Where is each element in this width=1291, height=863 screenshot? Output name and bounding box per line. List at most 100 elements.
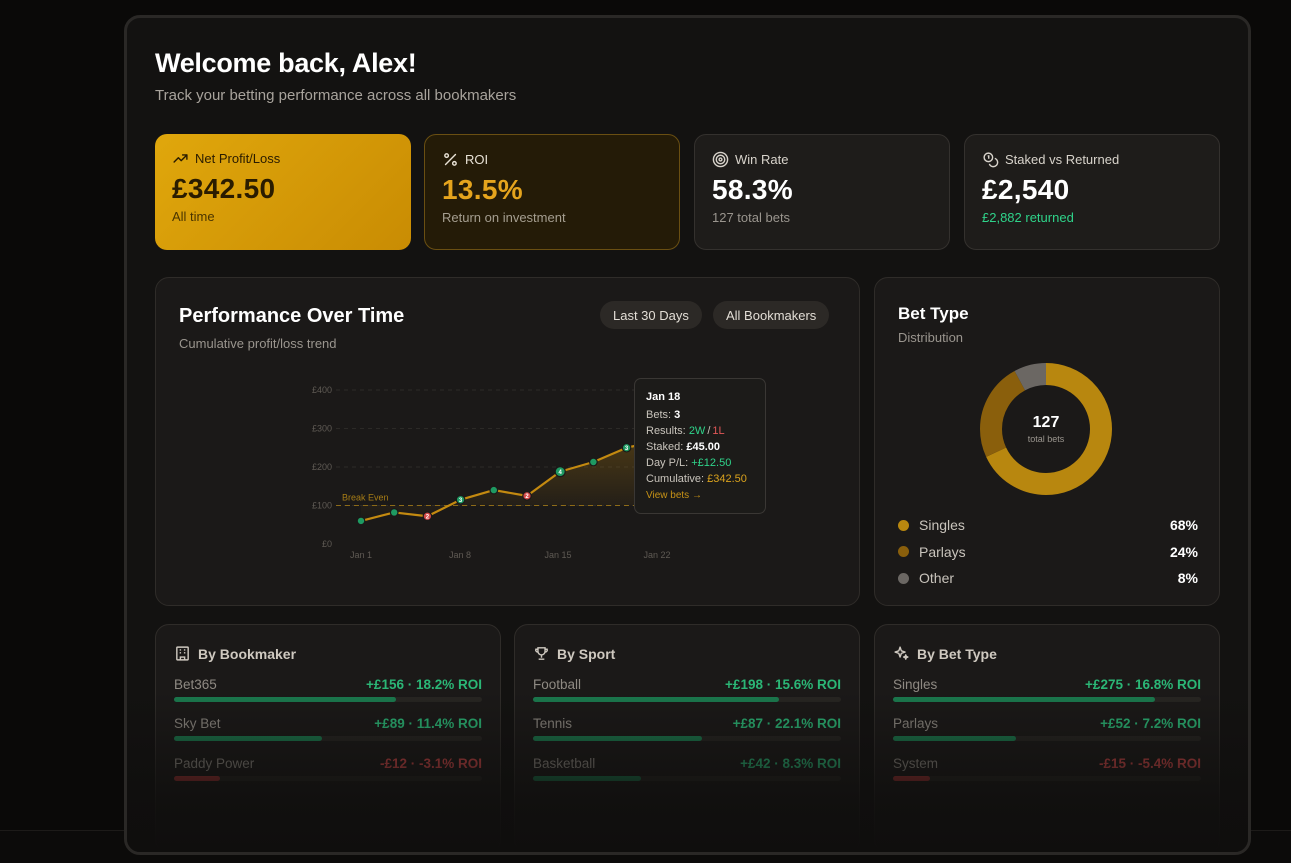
- returned-value: £2,882 returned: [982, 210, 1074, 225]
- tooltip-cumulative-value: £342.50: [707, 473, 747, 485]
- breakdown-row[interactable]: Basketball +£42 · 8.3% ROI: [533, 756, 841, 781]
- breakdown-bar-track: [533, 697, 841, 702]
- trophy-icon: [535, 647, 548, 660]
- legend-dot: [898, 519, 909, 531]
- legend-percent: 24%: [1169, 543, 1198, 560]
- dashboard-frame: Welcome back, Alex! Track your betting p…: [124, 15, 1251, 855]
- breakdown-bar-track: [533, 776, 841, 781]
- breakdown-stat: +£52 · 7.2% ROI: [1100, 716, 1201, 731]
- sparkles-icon: [894, 646, 909, 660]
- donut-slice[interactable]: [980, 363, 1112, 495]
- breakdown-name: Basketball: [533, 756, 596, 771]
- series-line: [360, 438, 661, 522]
- page-header: Welcome back, Alex! Track your betting p…: [155, 48, 516, 104]
- by-bet-type-title: By Bet Type: [893, 645, 997, 662]
- x-tick-label: Jan 1: [350, 550, 372, 560]
- donut-center: 127 total bets: [979, 362, 1113, 496]
- performance-chart[interactable]: 2 3 2 4 3 £400 £300 £200 £100 £0 Break Even Jan 1 J…: [156, 278, 861, 607]
- breakdown-stat: -£15 · -5.4% ROI: [1098, 756, 1201, 771]
- data-point[interactable]: [489, 485, 499, 495]
- data-point[interactable]: [389, 508, 399, 517]
- x-tick-label: Jan 22: [643, 550, 670, 560]
- breakdown-name: Bet365: [174, 677, 217, 692]
- breakdown-bar-fill: [533, 776, 641, 781]
- win-rate-card[interactable]: Win Rate 58.3% 127 total bets: [694, 134, 950, 250]
- breakdown-row-header: Parlays +£52 · 7.2% ROI: [893, 716, 1201, 731]
- breakdown-bar-fill: [533, 736, 703, 741]
- bet-type-legend: Singles 68% Parlays 24% Other 8%: [898, 512, 1198, 592]
- by-bookmaker-title: By Bookmaker: [174, 645, 296, 662]
- data-point[interactable]: [589, 457, 598, 467]
- breakdown-name: Sky Bet: [174, 716, 221, 731]
- breakdown-bar-track: [893, 776, 1201, 781]
- roi-label-row: ROI: [442, 151, 662, 168]
- data-point[interactable]: [621, 442, 632, 453]
- roi-value: 13.5%: [442, 174, 523, 205]
- view-bets-link[interactable]: View bets →: [646, 490, 702, 501]
- data-point[interactable]: [422, 511, 433, 522]
- staked-label: Staked vs Returned: [1005, 152, 1120, 167]
- breakdown-bar-track: [533, 736, 841, 741]
- data-point[interactable]: [554, 466, 566, 478]
- tooltip-results-sep: /: [707, 425, 711, 437]
- breakdown-row[interactable]: Tennis +£87 · 22.1% ROI: [533, 716, 841, 741]
- legend-label: Other: [919, 570, 955, 587]
- breakdown-name: System: [893, 756, 939, 771]
- trending-up-icon: [173, 154, 188, 163]
- breakdown-bar-track: [893, 697, 1201, 702]
- point-count-label: 3: [625, 446, 629, 452]
- donut-total-label: total bets: [1027, 434, 1065, 444]
- breakdown-row[interactable]: Parlays +£52 · 7.2% ROI: [893, 716, 1201, 741]
- breakdown-bar-track: [174, 736, 482, 741]
- coins-icon: [983, 152, 999, 168]
- area-fill: [361, 440, 660, 521]
- breakdown-row[interactable]: Paddy Power -£12 · -3.1% ROI: [174, 756, 482, 781]
- breakdown-row-header: Football +£198 · 15.6% ROI: [533, 677, 841, 692]
- breakdown-row-header: Bet365 +£156 · 18.2% ROI: [174, 677, 482, 692]
- legend-item: Parlays 24%: [898, 539, 1198, 566]
- legend-dot: [898, 572, 909, 584]
- breakdown-row[interactable]: Singles +£275 · 16.8% ROI: [893, 677, 1201, 702]
- tooltip-cumulative-label: Cumulative:: [646, 473, 705, 485]
- breakdown-bar-track: [893, 736, 1201, 741]
- bet-type-donut[interactable]: [979, 362, 1113, 496]
- breakdown-row[interactable]: Sky Bet +£89 · 11.4% ROI: [174, 716, 482, 741]
- data-point[interactable]: [455, 494, 466, 505]
- y-tick-label: £400: [312, 385, 332, 395]
- tooltip-losses: 1L: [712, 425, 725, 437]
- breakdown-row[interactable]: System -£15 · -5.4% ROI: [893, 756, 1201, 781]
- breakdown-bar-fill: [893, 736, 1017, 741]
- x-tick-label: Jan 8: [449, 550, 471, 560]
- legend-item: Singles 68%: [898, 512, 1198, 539]
- breakdown-bar-track: [174, 697, 482, 702]
- breakdown-name: Tennis: [533, 716, 573, 731]
- breakdown-stat: +£42 · 8.3% ROI: [740, 756, 841, 771]
- breakdown-row[interactable]: Bet365 +£156 · 18.2% ROI: [174, 677, 482, 702]
- data-point[interactable]: [356, 516, 366, 526]
- tooltip-results-label: Results:: [646, 425, 686, 437]
- tooltip-daypl: Day P/L: +£12.50: [646, 455, 754, 471]
- bet-type-title: Bet Type: [898, 304, 969, 323]
- donut-slice[interactable]: [980, 363, 1112, 495]
- net-profit-card[interactable]: Net Profit/Loss £342.50 All time: [155, 134, 411, 250]
- period-filter-button[interactable]: Last 30 Days: [600, 301, 702, 329]
- net-profit-label: Net Profit/Loss: [195, 151, 281, 166]
- breakdown-bar-track: [174, 776, 482, 781]
- data-point[interactable]: [522, 491, 532, 501]
- bookmaker-filter-button[interactable]: All Bookmakers: [713, 301, 830, 329]
- breakdown-row-header: System -£15 · -5.4% ROI: [893, 756, 1201, 771]
- win-rate-sub: 127 total bets: [712, 210, 791, 225]
- page-subtitle: Track your betting performance across al…: [155, 87, 517, 104]
- by-bookmaker-label: By Bookmaker: [198, 645, 297, 662]
- breakdown-bar-fill: [174, 776, 221, 781]
- tooltip-cumulative: Cumulative: £342.50: [646, 471, 754, 487]
- breakdown-row[interactable]: Football +£198 · 15.6% ROI: [533, 677, 841, 702]
- by-bet-type-label: By Bet Type: [917, 645, 997, 662]
- bet-type-panel: Bet Type Distribution 127 total bets Sin…: [874, 277, 1220, 606]
- by-sport-panel: By Sport Football +£198 · 15.6% ROI Tenn…: [514, 624, 860, 852]
- breakdown-bar-fill: [893, 697, 1155, 702]
- roi-card[interactable]: ROI 13.5% Return on investment: [424, 134, 680, 250]
- breakdown-stat: +£275 · 16.8% ROI: [1085, 677, 1201, 692]
- staked-returned-card[interactable]: Staked vs Returned £2,540 £2,882 returne…: [964, 134, 1220, 250]
- legend-label: Parlays: [919, 543, 966, 560]
